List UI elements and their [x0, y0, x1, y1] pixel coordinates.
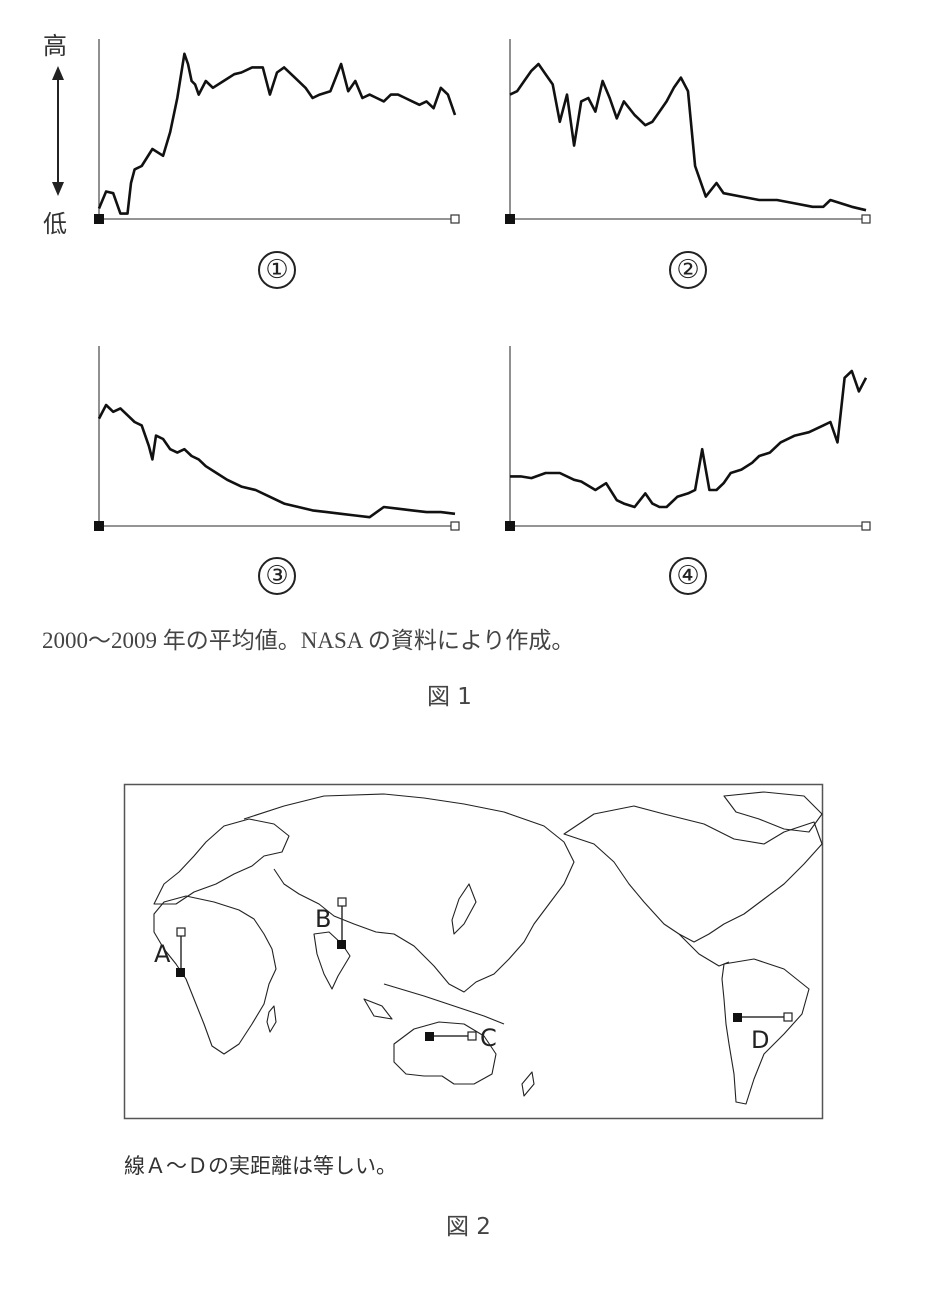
marker-b-label: B	[315, 905, 331, 933]
figure2-title: 図 2	[446, 1214, 491, 1240]
marker-d-label: D	[751, 1026, 769, 1054]
marker-c-end	[467, 1031, 477, 1041]
figure1-caption: 2000～2009 年の平均値。NASA の資料により作成。	[42, 628, 575, 653]
north-america-outline	[563, 805, 823, 943]
figure2-note: 線Ａ～Ｄの実距離は等しい。	[124, 1154, 397, 1178]
south-america-outline	[721, 958, 810, 1105]
panel-label-2: ②	[669, 251, 707, 289]
marker-a-end	[176, 927, 186, 937]
profile-chart-2	[505, 39, 871, 224]
marker-b-end	[337, 897, 347, 907]
y-axis-low-label: 低	[43, 210, 67, 238]
australia-outline	[393, 1021, 497, 1085]
profile-chart-3	[94, 346, 460, 531]
india-outline	[313, 931, 351, 990]
panel-label-4: ④	[669, 557, 707, 595]
start-marker-filled-square	[94, 214, 104, 224]
marker-d-start	[733, 1013, 742, 1022]
profile-line	[97, 52, 457, 215]
start-marker-filled-square	[94, 521, 104, 531]
end-marker-open-square	[450, 214, 460, 224]
profile-line	[510, 369, 868, 509]
profile-chart-4	[505, 346, 871, 531]
profile-line	[509, 62, 867, 212]
start-marker-filled-square	[505, 214, 515, 224]
y-axis-high-label: 高	[43, 32, 67, 60]
start-marker-filled-square	[505, 521, 515, 531]
profile-chart-1	[94, 39, 460, 224]
asia-outline	[243, 793, 575, 993]
europe-outline	[153, 818, 290, 905]
end-marker-open-square	[450, 521, 460, 531]
marker-c-start	[425, 1032, 434, 1041]
figure1-title: 図 1	[427, 684, 472, 710]
double-arrow-icon	[52, 66, 64, 196]
marker-d-end	[783, 1012, 793, 1022]
end-marker-open-square	[861, 214, 871, 224]
africa-outline	[153, 895, 277, 1055]
marker-c-label: C	[480, 1024, 497, 1052]
world-map: A B C D	[123, 783, 824, 1120]
marker-a-start	[176, 968, 185, 977]
profile-line	[97, 403, 456, 519]
panel-label-3: ③	[258, 557, 296, 595]
panel-label-1: ①	[258, 251, 296, 289]
marker-b-start	[337, 940, 346, 949]
end-marker-open-square	[861, 521, 871, 531]
marker-a-label: A	[154, 940, 171, 968]
